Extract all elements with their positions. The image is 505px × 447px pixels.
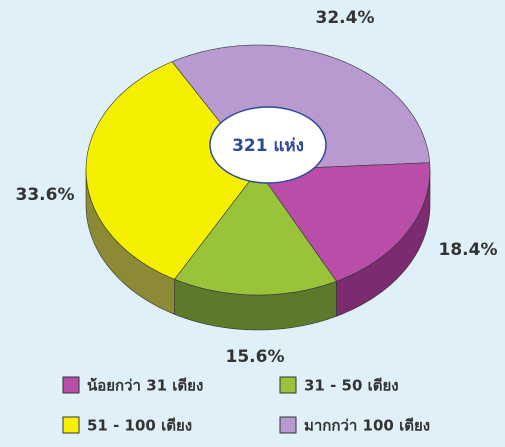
value-label: 33.6% — [16, 185, 75, 205]
value-label: 32.4% — [316, 8, 375, 28]
slice — [257, 162, 431, 282]
slice — [85, 61, 259, 280]
legend-swatch — [279, 416, 297, 434]
value-label: 15.6% — [226, 347, 285, 367]
legend-swatch — [279, 376, 297, 394]
slice — [174, 169, 337, 296]
legend-label: 51 - 100 เตียง — [87, 417, 192, 435]
center-badge — [209, 106, 327, 184]
legend-label: 31 - 50 เตียง — [304, 377, 399, 395]
center-label: 321 แห่ง — [232, 136, 304, 156]
legend-swatch — [62, 376, 80, 394]
legend-swatch — [62, 416, 80, 434]
value-label: 18.4% — [439, 240, 498, 260]
legend-label: มากกว่า 100 เตียง — [304, 417, 430, 435]
legend-label: น้อยกว่า 31 เตียง — [87, 377, 203, 395]
